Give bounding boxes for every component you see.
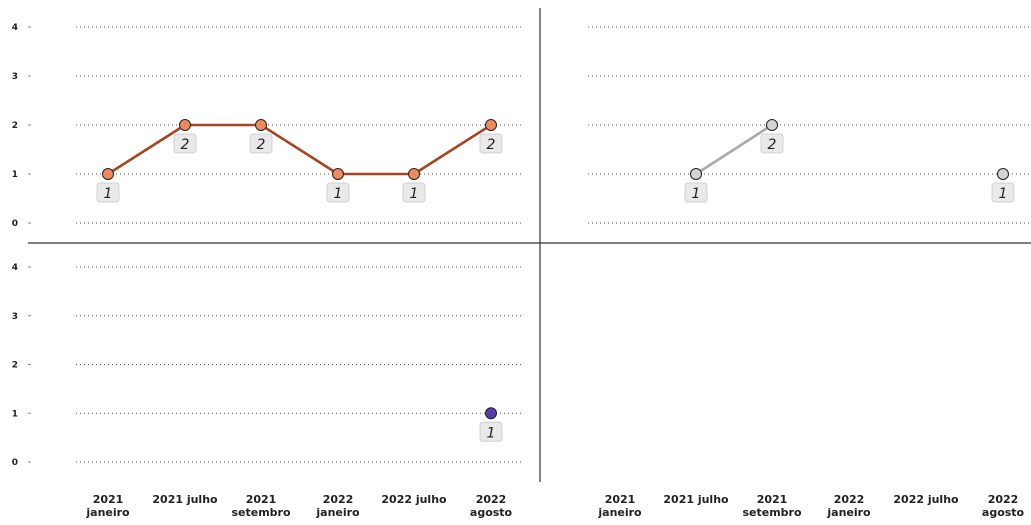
data-point — [332, 168, 344, 180]
data-label: 2 — [257, 137, 266, 153]
series-line-segment — [413, 123, 492, 176]
data-label: 2 — [487, 137, 496, 153]
data-label: 2 — [768, 137, 777, 153]
data-label: 1 — [692, 186, 701, 202]
data-point — [485, 407, 497, 420]
x-tick-label: setembro — [231, 506, 290, 519]
y-tick-label: 1 — [12, 409, 18, 419]
data-label: 1 — [999, 186, 1008, 202]
data-label: 1 — [334, 186, 343, 202]
data-point — [102, 168, 114, 180]
y-tick-label: 2 — [12, 121, 18, 131]
data-point — [690, 168, 702, 180]
data-label-box — [249, 133, 273, 154]
y-tick-label: 0 — [12, 458, 18, 468]
x-tick-label: janeiro — [85, 506, 130, 519]
series-line-segment — [695, 123, 773, 176]
data-point — [485, 119, 497, 131]
x-tick-label: 2022 — [988, 493, 1019, 506]
y-tick-label: 0 — [12, 219, 18, 229]
x-tick-label: janeiro — [826, 506, 871, 519]
data-point — [255, 119, 267, 131]
x-tick-label: 2022 julho — [893, 493, 959, 506]
x-tick-label: 2021 — [605, 493, 636, 506]
x-tick-label: 2022 — [323, 493, 354, 506]
data-label: 1 — [487, 425, 496, 441]
data-label: 2 — [181, 137, 190, 153]
x-tick-label: 2022 julho — [381, 493, 447, 506]
y-tick-label: 4 — [12, 263, 18, 273]
data-label-box — [684, 182, 708, 203]
data-label-box — [991, 182, 1015, 203]
x-tick-label: agosto — [982, 506, 1025, 519]
data-point — [997, 168, 1009, 180]
x-tick-label: janeiro — [597, 506, 642, 519]
x-tick-label: 2021 — [246, 493, 277, 506]
data-label-box — [326, 182, 350, 203]
data-point — [179, 119, 191, 131]
x-tick-label: 2021 — [93, 493, 124, 506]
data-point — [408, 168, 420, 180]
data-point — [766, 119, 778, 131]
data-label-box — [760, 133, 784, 154]
data-label-box — [479, 133, 503, 154]
x-tick-label: 2022 — [834, 493, 865, 506]
x-tick-label: 2021 julho — [152, 493, 218, 506]
series-line-segment — [107, 123, 186, 176]
series-line-segment — [260, 123, 339, 176]
y-tick-label: 3 — [12, 312, 18, 322]
x-tick-label: 2022 — [476, 493, 507, 506]
x-tick-label: 2021 julho — [663, 493, 729, 506]
y-tick-label: 1 — [12, 170, 18, 180]
x-tick-label: setembro — [742, 506, 801, 519]
x-tick-label: janeiro — [315, 506, 360, 519]
data-label: 1 — [410, 186, 419, 202]
data-label-box — [173, 133, 197, 154]
y-tick-label: 4 — [12, 23, 18, 33]
data-label-box — [96, 182, 120, 203]
y-tick-label: 3 — [12, 72, 18, 82]
data-label: 1 — [104, 186, 113, 202]
y-tick-label: 2 — [12, 361, 18, 371]
x-tick-label: 2021 — [757, 493, 788, 506]
data-label-box — [402, 182, 426, 203]
x-tick-label: agosto — [470, 506, 513, 519]
data-label-box — [479, 421, 503, 442]
